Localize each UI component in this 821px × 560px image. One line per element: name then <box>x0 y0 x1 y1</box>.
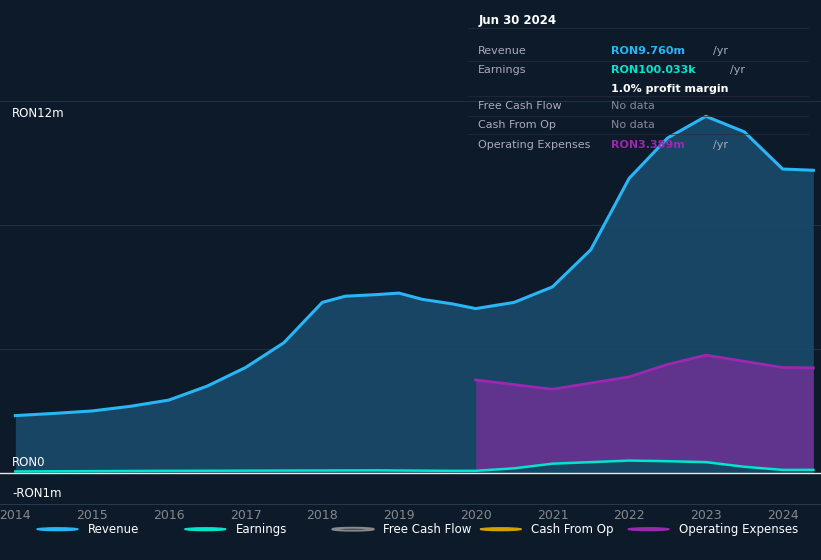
Text: Cash From Op: Cash From Op <box>478 120 556 130</box>
Text: Free Cash Flow: Free Cash Flow <box>478 101 562 111</box>
Text: RON9.760m: RON9.760m <box>611 46 685 56</box>
Circle shape <box>37 528 78 531</box>
Circle shape <box>185 528 226 531</box>
Circle shape <box>480 528 521 531</box>
Text: Earnings: Earnings <box>236 522 287 536</box>
Text: No data: No data <box>611 101 655 111</box>
Text: RON3.389m: RON3.389m <box>611 140 685 150</box>
Text: Revenue: Revenue <box>478 46 527 56</box>
Text: RON0: RON0 <box>12 456 46 469</box>
Circle shape <box>628 528 669 531</box>
Text: 1.0% profit margin: 1.0% profit margin <box>611 84 728 94</box>
Text: Revenue: Revenue <box>88 522 140 536</box>
Text: -RON1m: -RON1m <box>12 487 62 500</box>
Text: /yr: /yr <box>713 46 728 56</box>
Text: /yr: /yr <box>731 65 745 75</box>
Text: Earnings: Earnings <box>478 65 527 75</box>
Text: RON12m: RON12m <box>12 107 65 120</box>
Text: Operating Expenses: Operating Expenses <box>679 522 798 536</box>
Text: Operating Expenses: Operating Expenses <box>478 140 590 150</box>
Text: Cash From Op: Cash From Op <box>531 522 613 536</box>
Text: Jun 30 2024: Jun 30 2024 <box>478 15 557 27</box>
Text: RON100.033k: RON100.033k <box>611 65 695 75</box>
Text: No data: No data <box>611 120 655 130</box>
Text: Free Cash Flow: Free Cash Flow <box>383 522 472 536</box>
Text: /yr: /yr <box>713 140 728 150</box>
